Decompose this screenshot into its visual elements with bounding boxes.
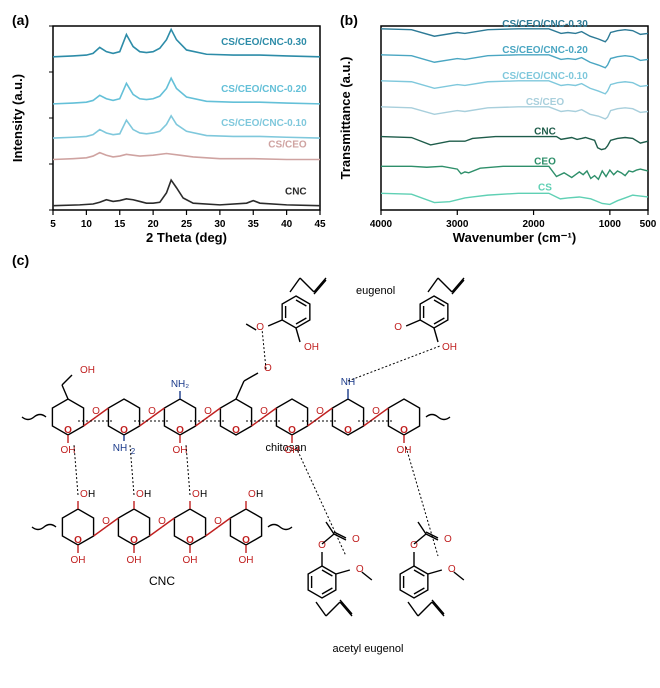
svg-text:O: O [158, 516, 166, 527]
svg-text:25: 25 [181, 219, 193, 230]
svg-text:O: O [260, 406, 268, 417]
svg-text:CS/CEO: CS/CEO [268, 140, 307, 151]
svg-text:CNC: CNC [149, 574, 175, 588]
svg-text:O: O [232, 425, 240, 436]
svg-text:O: O [64, 425, 72, 436]
svg-text:35: 35 [248, 219, 260, 230]
svg-text:OH: OH [442, 342, 457, 353]
svg-text:500: 500 [640, 219, 656, 230]
svg-text:OH: OH [183, 555, 198, 566]
svg-text:NH₂: NH₂ [171, 379, 189, 390]
svg-text:OH: OH [304, 342, 319, 353]
svg-text:CS/CEO/CNC-0.20: CS/CEO/CNC-0.20 [221, 84, 307, 95]
panel-c-label: (c) [12, 252, 29, 268]
svg-text:O: O [102, 516, 110, 527]
svg-text:OH: OH [80, 365, 95, 376]
svg-text:O: O [136, 489, 144, 500]
svg-text:O: O [92, 406, 100, 417]
svg-text:CS/CEO/CNC-0.30: CS/CEO/CNC-0.30 [221, 37, 307, 48]
svg-text:OH: OH [173, 445, 188, 456]
svg-text:O: O [204, 406, 212, 417]
svg-text:15: 15 [114, 219, 126, 230]
svg-text:4000: 4000 [370, 219, 393, 230]
svg-text:CEO: CEO [534, 156, 556, 167]
svg-text:OH: OH [397, 445, 412, 456]
svg-text:O: O [394, 322, 402, 333]
svg-text:O: O [192, 489, 200, 500]
svg-text:1000: 1000 [599, 219, 622, 230]
svg-text:O: O [372, 406, 380, 417]
svg-text:O: O [344, 425, 352, 436]
svg-text:30: 30 [214, 219, 226, 230]
panel-b-label: (b) [340, 12, 358, 28]
svg-text:O: O [74, 535, 82, 546]
svg-text:Transmittance (a.u.): Transmittance (a.u.) [338, 57, 353, 180]
svg-text:O: O [242, 535, 250, 546]
svg-text:OH: OH [61, 445, 76, 456]
svg-text:CS/CEO/CNC-0.10: CS/CEO/CNC-0.10 [502, 71, 588, 82]
svg-text:H: H [144, 489, 151, 500]
svg-text:eugenol: eugenol [356, 285, 395, 297]
svg-text:O: O [186, 535, 194, 546]
svg-text:10: 10 [81, 219, 93, 230]
panel-c: (c) OOOOOOOOOOOOOOHNH2NH₂OchitosanNHOHOH… [8, 252, 652, 662]
svg-text:2000: 2000 [522, 219, 545, 230]
ftir-chart: 4000 3000 2000 1000 500 Wavenumber (cm⁻¹) Tran… [336, 8, 656, 248]
svg-text:CS/CEO/CNC-0.10: CS/CEO/CNC-0.10 [221, 118, 307, 129]
svg-text:O: O [248, 489, 256, 500]
svg-text:2: 2 [131, 447, 136, 456]
svg-text:O: O [256, 322, 264, 333]
svg-text:H: H [88, 489, 95, 500]
svg-text:40: 40 [281, 219, 293, 230]
svg-text:OH: OH [285, 445, 300, 456]
svg-text:Intensity (a.u.): Intensity (a.u.) [10, 74, 25, 162]
svg-text:CS/CEO: CS/CEO [526, 97, 565, 108]
svg-text:OH: OH [71, 555, 86, 566]
xrd-chart: 5 10 15 20 25 30 35 40 45 2 Theta (deg) Intensity … [8, 8, 328, 248]
svg-text:5: 5 [50, 219, 56, 230]
svg-text:O: O [352, 534, 360, 545]
svg-text:CS: CS [538, 182, 552, 193]
panel-a: (a) 5 10 15 20 25 30 35 40 45 2 Theta (deg) Intens… [8, 8, 328, 248]
svg-text:O: O [148, 406, 156, 417]
svg-text:acetyl eugenol: acetyl eugenol [333, 643, 404, 655]
svg-text:CS/CEO/CNC-0.30: CS/CEO/CNC-0.30 [502, 19, 588, 30]
svg-text:O: O [288, 425, 296, 436]
svg-text:O: O [130, 535, 138, 546]
svg-text:Wavenumber (cm⁻¹): Wavenumber (cm⁻¹) [453, 230, 576, 245]
svg-text:O: O [444, 534, 452, 545]
svg-text:O: O [316, 406, 324, 417]
svg-text:H: H [256, 489, 263, 500]
svg-text:2 Theta (deg): 2 Theta (deg) [146, 230, 227, 245]
svg-text:CNC: CNC [534, 127, 556, 138]
svg-text:45: 45 [314, 219, 326, 230]
svg-text:H: H [200, 489, 207, 500]
panel-a-label: (a) [12, 12, 29, 28]
svg-text:CNC: CNC [285, 187, 307, 198]
svg-text:NH: NH [113, 443, 127, 454]
chemical-diagram: OOOOOOOOOOOOOOHNH2NH₂OchitosanNHOHOHOHOH… [8, 252, 648, 662]
svg-text:OH: OH [127, 555, 142, 566]
svg-text:O: O [176, 425, 184, 436]
svg-text:3000: 3000 [446, 219, 469, 230]
svg-text:20: 20 [148, 219, 160, 230]
svg-text:O: O [80, 489, 88, 500]
panel-b: (b) 4000 3000 2000 1000 500 Wavenumber (cm⁻¹)… [336, 8, 656, 248]
top-row: (a) 5 10 15 20 25 30 35 40 45 2 Theta (deg) Intens… [8, 8, 652, 248]
svg-text:O: O [120, 425, 128, 436]
svg-text:CS/CEO/CNC-0.20: CS/CEO/CNC-0.20 [502, 45, 588, 56]
svg-text:O: O [400, 425, 408, 436]
svg-text:O: O [214, 516, 222, 527]
svg-text:OH: OH [239, 555, 254, 566]
